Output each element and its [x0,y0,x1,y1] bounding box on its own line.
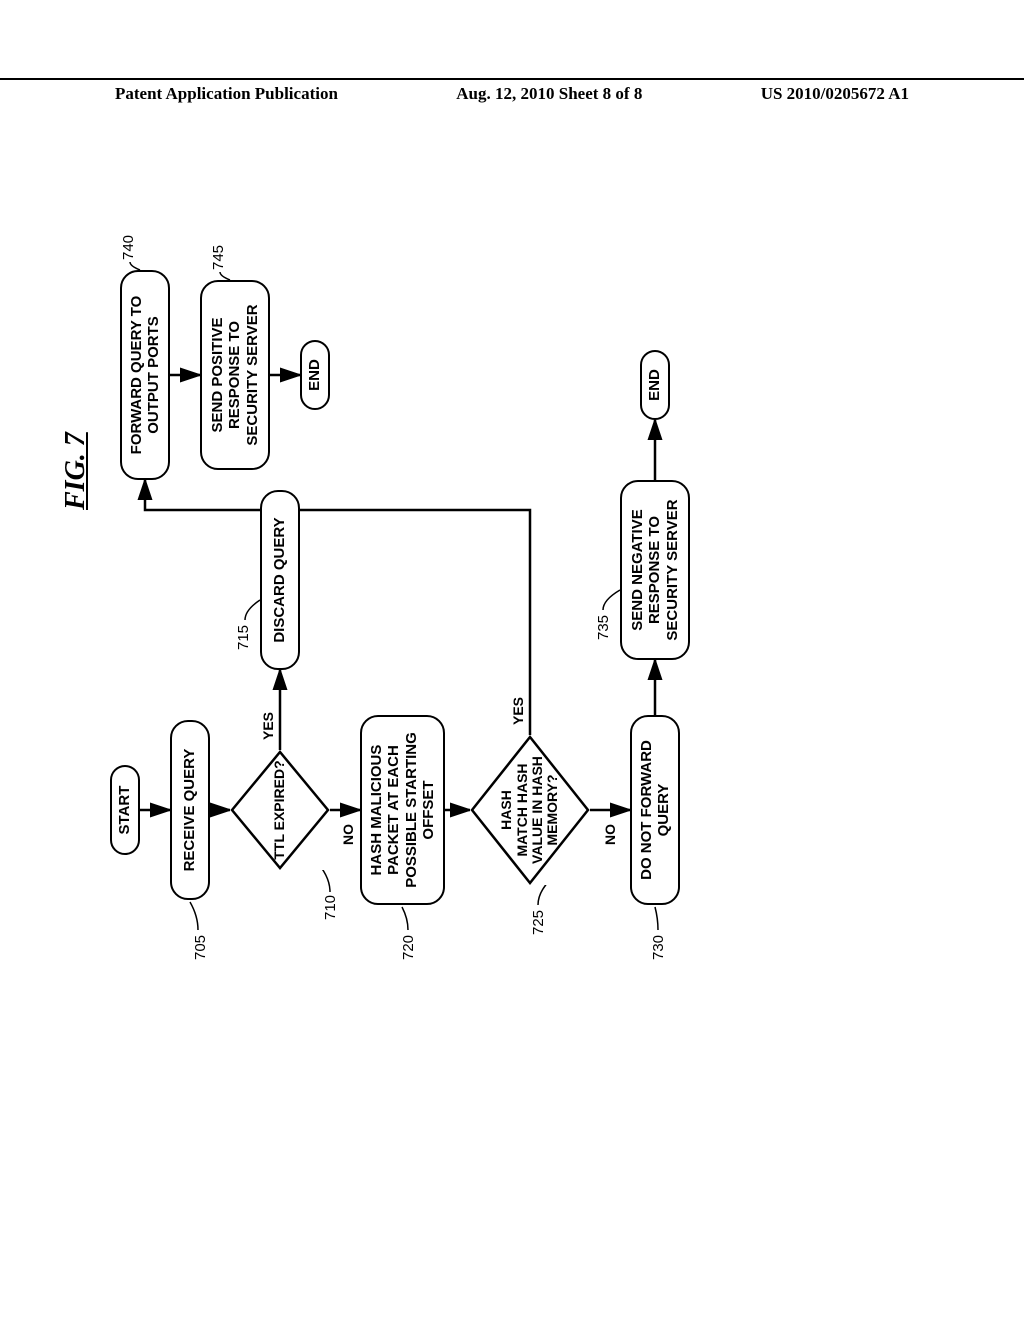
edge-label-yes-2: YES [510,697,526,725]
edge-label-no-2: NO [602,824,618,845]
header-right: US 2010/0205672 A1 [761,84,909,104]
ttl-expired-decision: TTL EXPIRED? [230,750,330,870]
header-center: Aug. 12, 2010 Sheet 8 of 8 [456,84,642,104]
page-header: Patent Application Publication Aug. 12, … [0,78,1024,104]
receive-query-process: RECEIVE QUERY [170,720,210,900]
forward-query-process: FORWARD QUERY TOOUTPUT PORTS [120,270,170,480]
hash-packet-process: HASH MALICIOUSPACKET AT EACHPOSSIBLE STA… [360,715,445,905]
ref-730: 730 [650,935,667,960]
hash-match-decision: HASHMATCH HASHVALUE IN HASHMEMORY? [470,735,590,885]
send-positive-process: SEND POSITIVERESPONSE TOSECURITY SERVER [200,280,270,470]
send-negative-process: SEND NEGATIVERESPONSE TOSECURITY SERVER [620,480,690,660]
ref-720: 720 [400,935,417,960]
do-not-forward-process: DO NOT FORWARDQUERY [630,715,680,905]
edge-label-yes-1: YES [260,712,276,740]
ref-745: 745 [210,245,227,270]
end-terminator-2: END [640,350,670,420]
start-terminator: START [110,765,140,855]
flowchart-figure: FIG. 7 START RECEIVE QUERY 705 TTL EXPIR… [90,290,810,950]
figure-title: FIG. 7 [60,432,92,510]
header-left: Patent Application Publication [115,84,338,104]
edge-label-no-1: NO [340,824,356,845]
ref-740: 740 [120,235,137,260]
discard-query-process: DISCARD QUERY [260,490,300,670]
ref-710: 710 [322,895,339,920]
ref-705: 705 [192,935,209,960]
ref-735: 735 [595,615,612,640]
ref-725: 725 [530,910,547,935]
end-terminator-1: END [300,340,330,410]
ref-715: 715 [235,625,252,650]
